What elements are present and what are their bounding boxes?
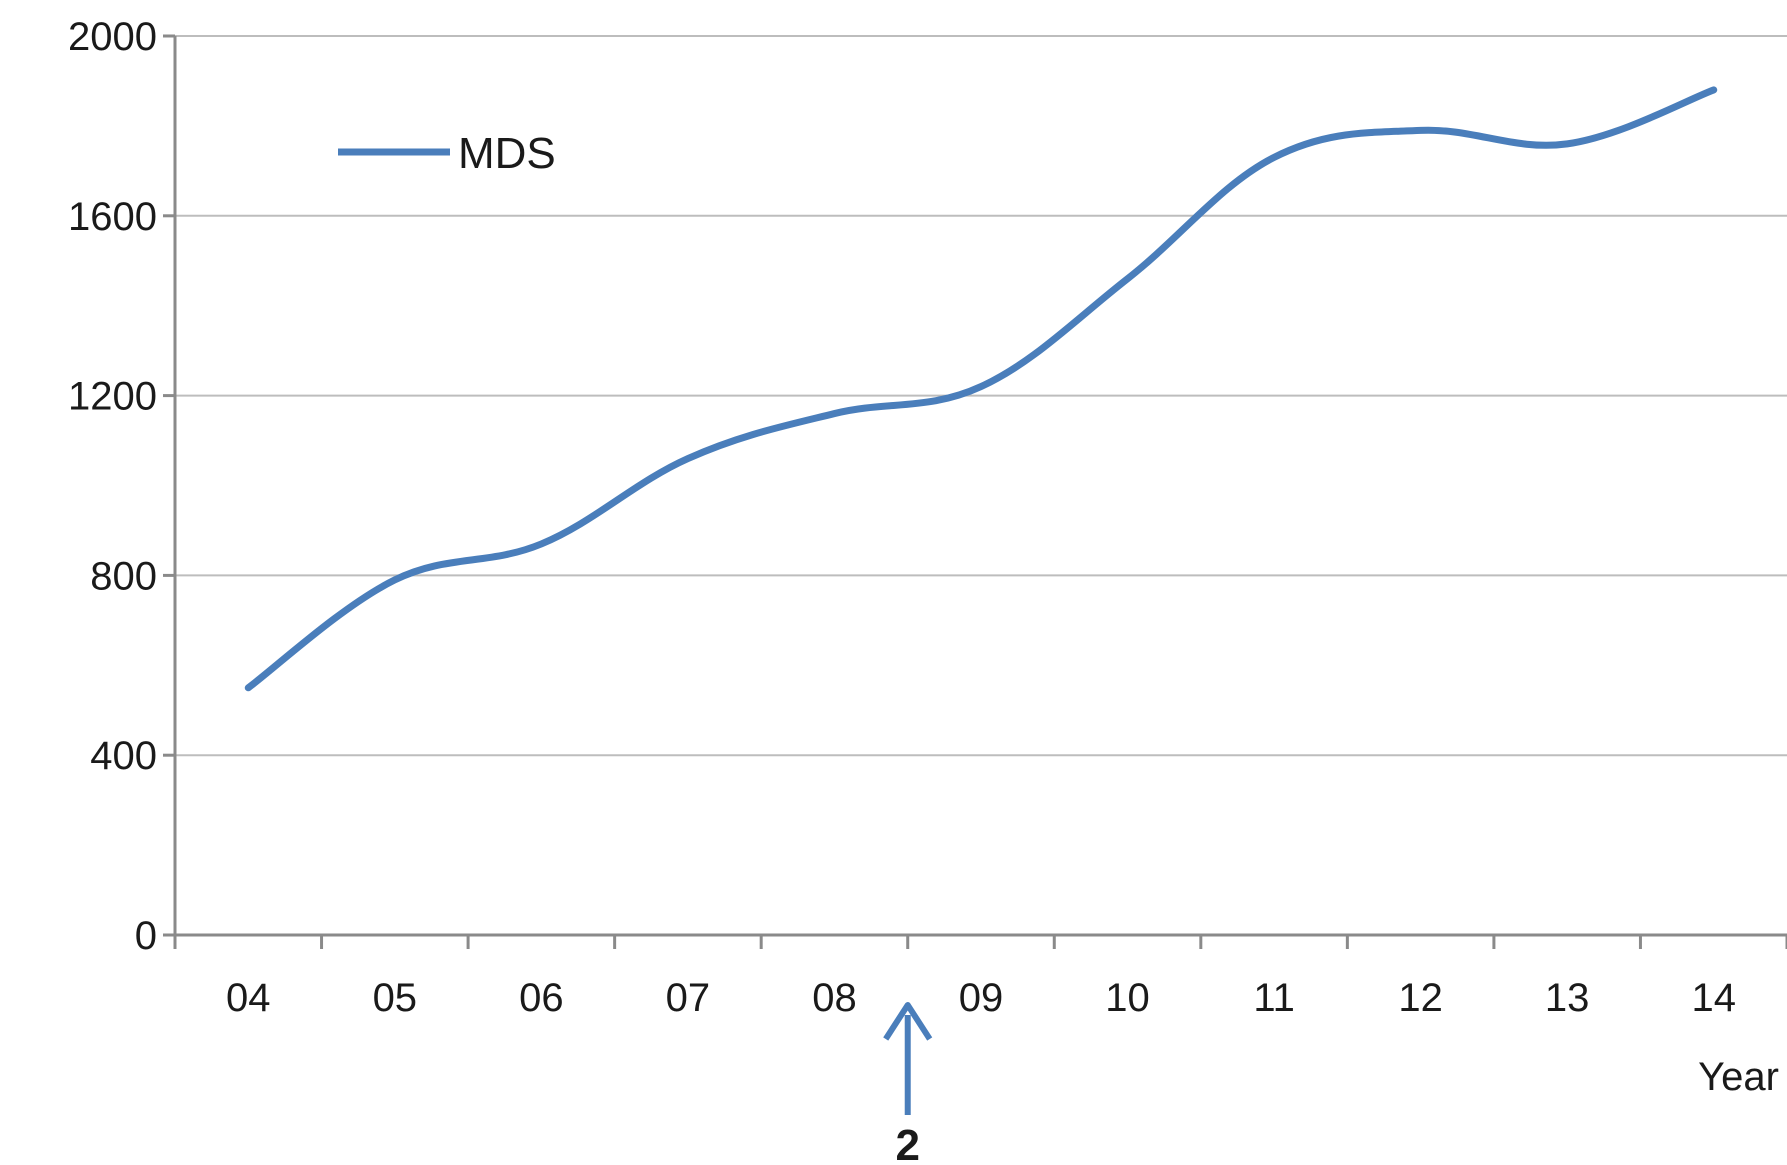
x-tick-label-12: 12 (1398, 976, 1443, 1020)
x-axis-ticks: 04 05 06 07 08 09 10 11 12 13 14 (173, 935, 1787, 1020)
data-point-10 (1127, 278, 1128, 279)
data-point-09 (981, 386, 982, 387)
y-tick-label-400: 400 (90, 734, 157, 778)
annotation-arrow-head (883, 1002, 933, 1041)
data-point-12 (1420, 130, 1421, 131)
x-tick-label-06: 06 (519, 976, 564, 1020)
x-tick-label-05: 05 (373, 976, 418, 1020)
y-tick-label-1600: 1600 (68, 195, 157, 239)
x-tick-label-14: 14 (1691, 976, 1736, 1020)
series-line-mds (244, 86, 1718, 692)
x-tick-label-08: 08 (812, 976, 857, 1020)
x-tick-label-04: 04 (226, 976, 271, 1020)
y-tick-label-2000: 2000 (68, 15, 157, 59)
data-point-07 (687, 458, 688, 459)
legend: MDS (338, 129, 556, 178)
x-tick-label-07: 07 (666, 976, 711, 1020)
data-point-13 (1567, 143, 1568, 144)
y-tick-label-800: 800 (90, 554, 157, 598)
y-axis-ticks: 0 400 800 1200 1600 2000 (68, 15, 175, 958)
annotation: 2 (883, 1002, 933, 1165)
data-point-04 (248, 687, 249, 688)
data-point-11 (1274, 157, 1275, 158)
y-tick-label-1200: 1200 (68, 375, 157, 419)
x-axis-title: Year (1698, 1055, 1779, 1099)
x-tick-label-13: 13 (1545, 976, 1590, 1020)
x-tick-label-09: 09 (959, 976, 1004, 1020)
data-point-06 (541, 543, 542, 544)
x-tick-label-10: 10 (1105, 976, 1150, 1020)
gridlines (175, 35, 1787, 757)
x-tick-label-11: 11 (1253, 976, 1295, 1020)
data-point-08 (834, 413, 835, 414)
annotation-label: 2 (895, 1121, 919, 1165)
data-point-05 (394, 579, 395, 580)
y-tick-label-0: 0 (135, 914, 157, 958)
data-point-14 (1713, 89, 1714, 90)
series-lines (244, 86, 1718, 692)
legend-label-mds: MDS (458, 129, 556, 178)
axes (173, 36, 1787, 945)
